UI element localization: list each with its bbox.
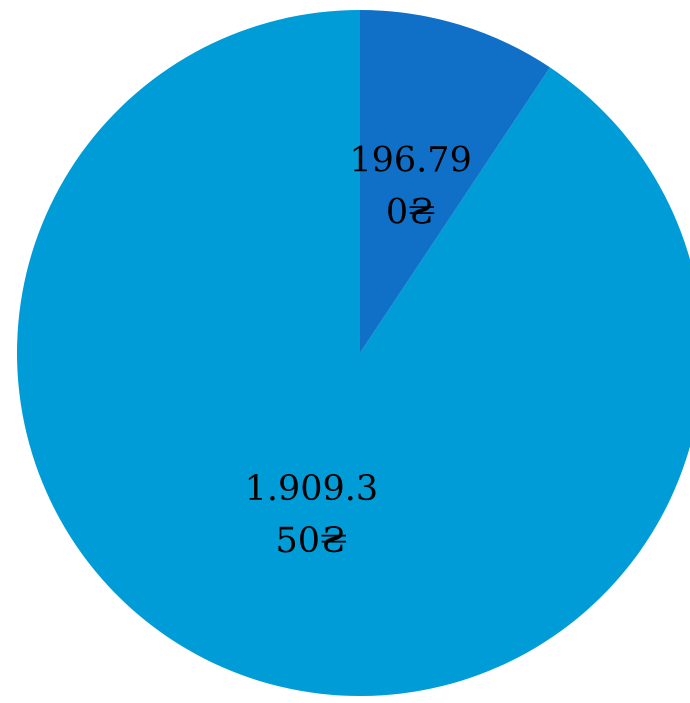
slice-label-line-1-1: 50₴ [275, 521, 347, 561]
slice-label-line-1-0: 1.909.3 [245, 469, 379, 509]
slice-label-line-0-1: 0₴ [386, 193, 436, 233]
pie-slice-0 [360, 10, 550, 353]
slice-data-label-1: 1.909.3 50₴ [245, 469, 379, 561]
slice-label-line-0-0: 196.79 [349, 141, 471, 181]
pie-slice-1 [17, 10, 690, 696]
labels-layer: 196.79 0₴ 1.909.3 50₴ [245, 141, 472, 561]
slice-data-label-0: 196.79 0₴ [349, 141, 471, 233]
slices-layer [17, 10, 690, 696]
